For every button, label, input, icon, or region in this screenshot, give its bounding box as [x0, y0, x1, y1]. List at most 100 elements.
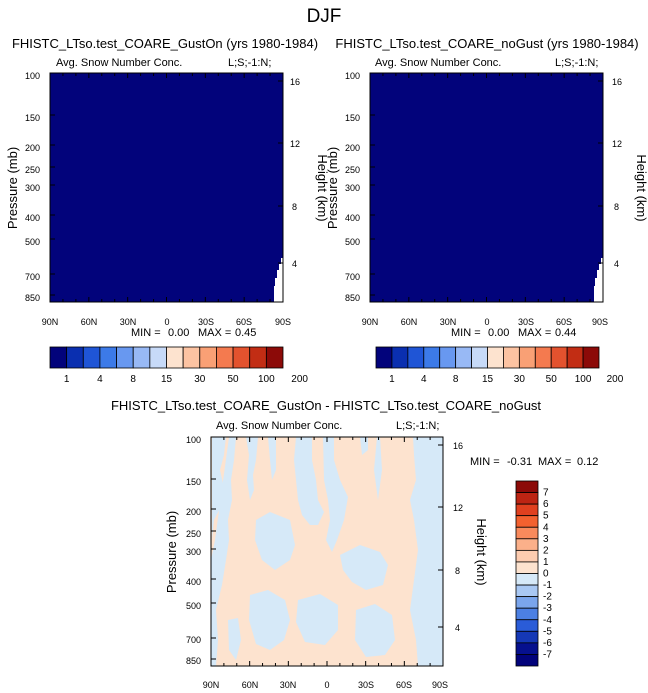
y-axis-title: Pressure (mb)	[164, 511, 179, 593]
variable-label: Avg. Snow Number Conc.	[375, 57, 501, 69]
y-tick-labels: 100 150 200 250 300 400 500 700 850	[25, 71, 40, 303]
svg-text:0: 0	[484, 317, 489, 327]
svg-text:MIN =: MIN =	[451, 327, 481, 339]
panel-no-gust: FHISTC_LTso.test_COARE_noGust (yrs 1980-…	[325, 36, 648, 385]
colorbar-swatch	[49, 346, 68, 369]
svg-text:90S: 90S	[432, 680, 448, 690]
colorbar-swatch	[515, 526, 539, 540]
svg-text:MAX =: MAX =	[538, 456, 571, 468]
y-axis-title: Pressure (mb)	[325, 147, 340, 229]
colorbar: 1 4 8 15 30 50 100 200	[49, 346, 308, 385]
h-tick-4: 4	[292, 259, 297, 269]
svg-text:0.45: 0.45	[235, 327, 256, 339]
season-title: DJF	[307, 6, 342, 27]
colorbar-swatch	[182, 346, 201, 369]
svg-text:200: 200	[186, 507, 201, 517]
y-tick-labels: 100 150 200 250 300 400 500 700 850	[345, 71, 360, 303]
colorbar-swatch	[149, 346, 167, 369]
colorbar-swatch	[515, 596, 539, 609]
colorbar-label: 15	[482, 374, 494, 385]
h-tick-8: 8	[292, 202, 297, 212]
svg-text:8: 8	[614, 202, 619, 212]
svg-text:90N: 90N	[362, 317, 379, 327]
colorbar-label: 50	[546, 374, 558, 385]
colorbar-swatch	[515, 607, 539, 621]
panel-gust-on: FHISTC_LTso.test_COARE_GustOn (yrs 1980-…	[5, 36, 330, 385]
colorbar-label: 4	[97, 374, 103, 385]
y-right-axis-title: Height (km)	[474, 518, 489, 585]
colorbar-label: 1	[389, 374, 395, 385]
colorbar-swatch	[518, 346, 536, 369]
colorbar-swatch	[375, 346, 393, 369]
svg-text:400: 400	[345, 213, 360, 223]
svg-text:150: 150	[186, 477, 201, 487]
svg-text:MIN =: MIN =	[470, 456, 500, 468]
colorbar-label: 8	[130, 374, 136, 385]
axis-ticks	[369, 72, 604, 302]
x-tick: 60N	[81, 317, 98, 327]
colorbar-label: 30	[514, 374, 526, 385]
colorbar-label: 50	[228, 374, 240, 385]
y-right-axis-title: Height (km)	[634, 154, 648, 221]
colorbar-swatch	[515, 492, 539, 505]
colorbar-swatch	[265, 346, 284, 369]
y-right-tick-labels: 16 12 8 4	[290, 77, 300, 269]
h-tick-12: 12	[290, 139, 300, 149]
h-tick-16: 16	[290, 77, 300, 87]
colorbar-swatch	[534, 346, 552, 369]
colorbar-label: 100	[575, 374, 592, 385]
svg-text:30S: 30S	[518, 317, 534, 327]
svg-text:250: 250	[345, 165, 360, 175]
colorbar-swatch	[423, 346, 441, 369]
colorbar-swatch	[66, 346, 84, 369]
panel-title: FHISTC_LTso.test_COARE_GustOn - FHISTC_L…	[111, 398, 541, 413]
colorbar-swatch	[515, 561, 539, 574]
svg-text:700: 700	[186, 635, 201, 645]
svg-text:100: 100	[186, 435, 201, 445]
colorbar-swatch	[99, 346, 117, 369]
svg-text:12: 12	[453, 503, 463, 513]
colorbar-label: -5	[543, 626, 552, 637]
colorbar-swatch	[132, 346, 151, 369]
missing-data-region	[274, 258, 283, 302]
y-tick-850: 850	[25, 293, 40, 303]
svg-text:0.00: 0.00	[488, 327, 509, 339]
colorbar-label: 1	[543, 557, 549, 568]
colorbar-label: 1	[64, 374, 70, 385]
colorbar-swatch	[216, 346, 234, 369]
svg-text:MIN =: MIN =	[131, 327, 161, 339]
svg-text:400: 400	[186, 577, 201, 587]
colorbar-label: 0	[543, 569, 549, 580]
y-tick-labels: 100 150 200 250 300 400 500 700 850	[186, 435, 201, 666]
colorbar-label: 200	[607, 374, 624, 385]
y-tick-200: 200	[25, 143, 40, 153]
colorbar-label: 4	[543, 522, 549, 533]
x-tick: 30N	[120, 317, 137, 327]
colorbar-swatch	[515, 538, 539, 551]
colorbar-label: -6	[543, 638, 552, 649]
colorbar-label: 200	[291, 374, 308, 385]
colorbar-swatch	[503, 346, 520, 369]
corner-label: L;S;-1:N;	[396, 420, 439, 432]
colorbar-label: 3	[543, 534, 549, 545]
svg-text:90S: 90S	[592, 317, 608, 327]
y-tick-500: 500	[25, 237, 40, 247]
colorbar-swatch	[515, 619, 539, 632]
colorbar-swatch	[515, 515, 539, 528]
colorbar-label: 4	[421, 374, 427, 385]
variable-label: Avg. Snow Number Conc.	[216, 420, 342, 432]
colorbar-swatch	[515, 630, 539, 644]
colorbar-swatch	[391, 346, 409, 369]
svg-text:-0.31: -0.31	[507, 456, 532, 468]
y-tick-300: 300	[25, 183, 40, 193]
min-max-readout: MIN = 0.00 MAX = 0.44	[451, 327, 576, 339]
corner-label: L;S;-1:N;	[555, 57, 598, 69]
svg-text:200: 200	[345, 143, 360, 153]
x-tick: 30S	[198, 317, 214, 327]
y-right-tick-labels: 16 12 8 4	[453, 441, 463, 633]
data-field	[50, 73, 283, 302]
axis-ticks	[210, 436, 444, 666]
colorbar-label: -4	[543, 615, 552, 626]
